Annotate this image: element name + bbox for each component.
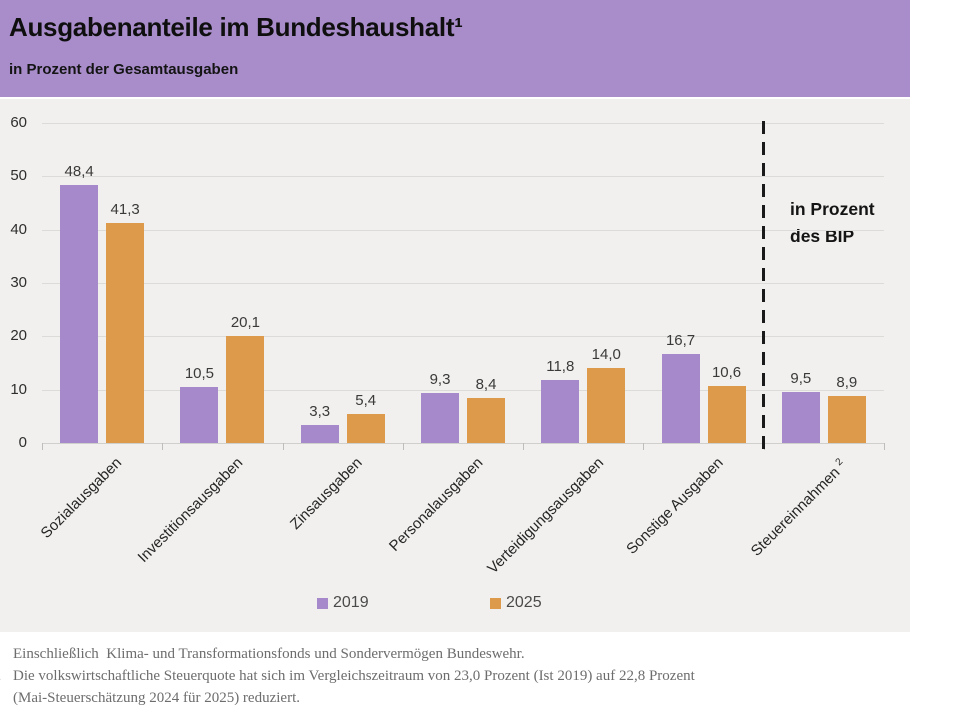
bar-2019-steuereinnahmen (781, 392, 820, 443)
bar-2019-personalausgaben (421, 393, 459, 443)
bar-value-label: 20,1 (230, 313, 261, 331)
x-axis-tick (162, 443, 164, 450)
bar-chart-plot-area: in Prozent des BIP 2019 2025 0 10 20 30 40 50… (0, 99, 910, 632)
legend-item-2019: 2019 (317, 595, 369, 611)
bip-annotation-line1: in Prozent (790, 199, 875, 219)
footnote-2: 2 Die volkswirtschaftliche Steuerquote ha… (0, 665, 849, 707)
footnote-2-marker: 2 (0, 665, 1, 687)
y-axis-tick-label: 60 (10, 114, 27, 131)
x-axis-tick (884, 443, 885, 450)
footnote-2-text-line2: (Mai-Steuerschätzung 2024 für 2025) redu… (13, 690, 300, 706)
bar-2025-verteidigungsausgaben (587, 368, 626, 443)
y-axis-tick-label: 40 (10, 220, 27, 238)
bar-2019-zinsausgaben (300, 425, 339, 443)
legend-swatch-2025 (490, 597, 501, 609)
y-axis-tick-label: 30 (10, 274, 27, 291)
legend-swatch-2019 (317, 597, 328, 609)
bip-annotation-line2: des BIP (790, 226, 855, 246)
bar-value-label: 11,8 (546, 358, 575, 376)
bar-2025-sonstigeausgaben (707, 386, 746, 443)
gridline-60 (42, 123, 884, 124)
gridline-50 (42, 176, 884, 178)
bar-value-label: 9,5 (790, 370, 812, 388)
footnote-1: 1. Einschließlich Klima- und Transformati… (0, 643, 849, 665)
y-axis-tick-label: 10 (10, 380, 27, 398)
bar-2025-sozialausgaben (106, 222, 145, 443)
bar-value-label: 8,9 (836, 373, 858, 391)
footnote-1-text: Einschließlich Klima- und Transformation… (13, 646, 525, 662)
x-axis-label-superscript: 2 (833, 456, 846, 469)
bar-value-label: 10,5 (184, 365, 215, 382)
gridline-0 (42, 443, 884, 444)
legend-label-2025: 2025 (506, 594, 542, 611)
bar-value-label: 3,3 (309, 403, 331, 421)
y-axis-tick-label: 0 (18, 434, 27, 451)
bar-value-label: 9,3 (429, 371, 451, 389)
bar-2025-investitionsausgaben (226, 335, 265, 443)
gridline-30 (42, 283, 884, 284)
gridline-20 (42, 336, 884, 338)
bar-2025-personalausgaben (467, 398, 505, 443)
x-axis-tick (402, 443, 404, 450)
x-axis-label-personalausgaben: Personalausgaben (385, 454, 487, 555)
x-axis-tick (643, 443, 645, 450)
x-axis-label-verteidigungsausgaben: Verteidigungsausgaben (483, 454, 607, 578)
x-axis-label-zinsausgaben: Zinsausgaben (287, 454, 367, 533)
x-axis-label-steuereinnahmen: Steuereinnahmen 2 (747, 456, 847, 560)
legend-item-2025: 2025 (490, 595, 542, 611)
x-axis-tick (523, 443, 525, 450)
gridline-40 (42, 229, 884, 231)
x-axis-label-sozialausgaben: Sozialausgaben (37, 454, 126, 542)
separator-dashed-line (762, 121, 766, 449)
chart-title: Ausgabenanteile im Bundeshaushalt¹ (9, 12, 463, 42)
x-axis-tick (282, 443, 284, 450)
chart-header: Ausgabenanteile im Bundeshaushalt¹ in Pr… (0, 0, 910, 97)
bar-2019-sozialausgaben (60, 184, 99, 443)
bip-annotation: in Prozent des BIP (790, 196, 875, 250)
bar-value-label: 48,4 (64, 162, 94, 180)
footnote-1-marker: 1. (0, 643, 1, 665)
bar-2025-steuereinnahmen (827, 395, 866, 443)
x-axis-label-investitionsausgaben: Investitionsausgaben (134, 454, 246, 566)
y-axis-tick-label: 20 (10, 327, 27, 345)
bar-2025-zinsausgaben (346, 414, 385, 443)
footnotes: 1. Einschließlich Klima- und Transformati… (0, 643, 849, 707)
bar-value-label: 5,4 (355, 392, 377, 410)
bar-value-label: 8,4 (475, 376, 497, 394)
x-axis-label-sonstigeausgaben: Sonstige Ausgaben (623, 454, 727, 558)
bar-value-label: 41,3 (110, 200, 140, 218)
bar-value-label: 14,0 (591, 346, 621, 364)
footnote-2-text-line1: Die volkswirtschaftliche Steuerquote hat… (13, 668, 695, 684)
bar-value-label: 16,7 (665, 331, 696, 349)
bar-2019-verteidigungsausgaben (541, 380, 580, 443)
bar-2019-sonstigeausgaben (661, 353, 700, 443)
x-axis-tick (42, 443, 43, 450)
bar-value-label: 10,6 (711, 364, 742, 382)
bar-2019-investitionsausgaben (180, 387, 219, 443)
chart-subtitle: in Prozent der Gesamtausgaben (9, 61, 239, 78)
gridline-10 (42, 389, 884, 391)
legend-label-2019: 2019 (333, 594, 369, 611)
y-axis-tick-label: 50 (10, 167, 27, 185)
